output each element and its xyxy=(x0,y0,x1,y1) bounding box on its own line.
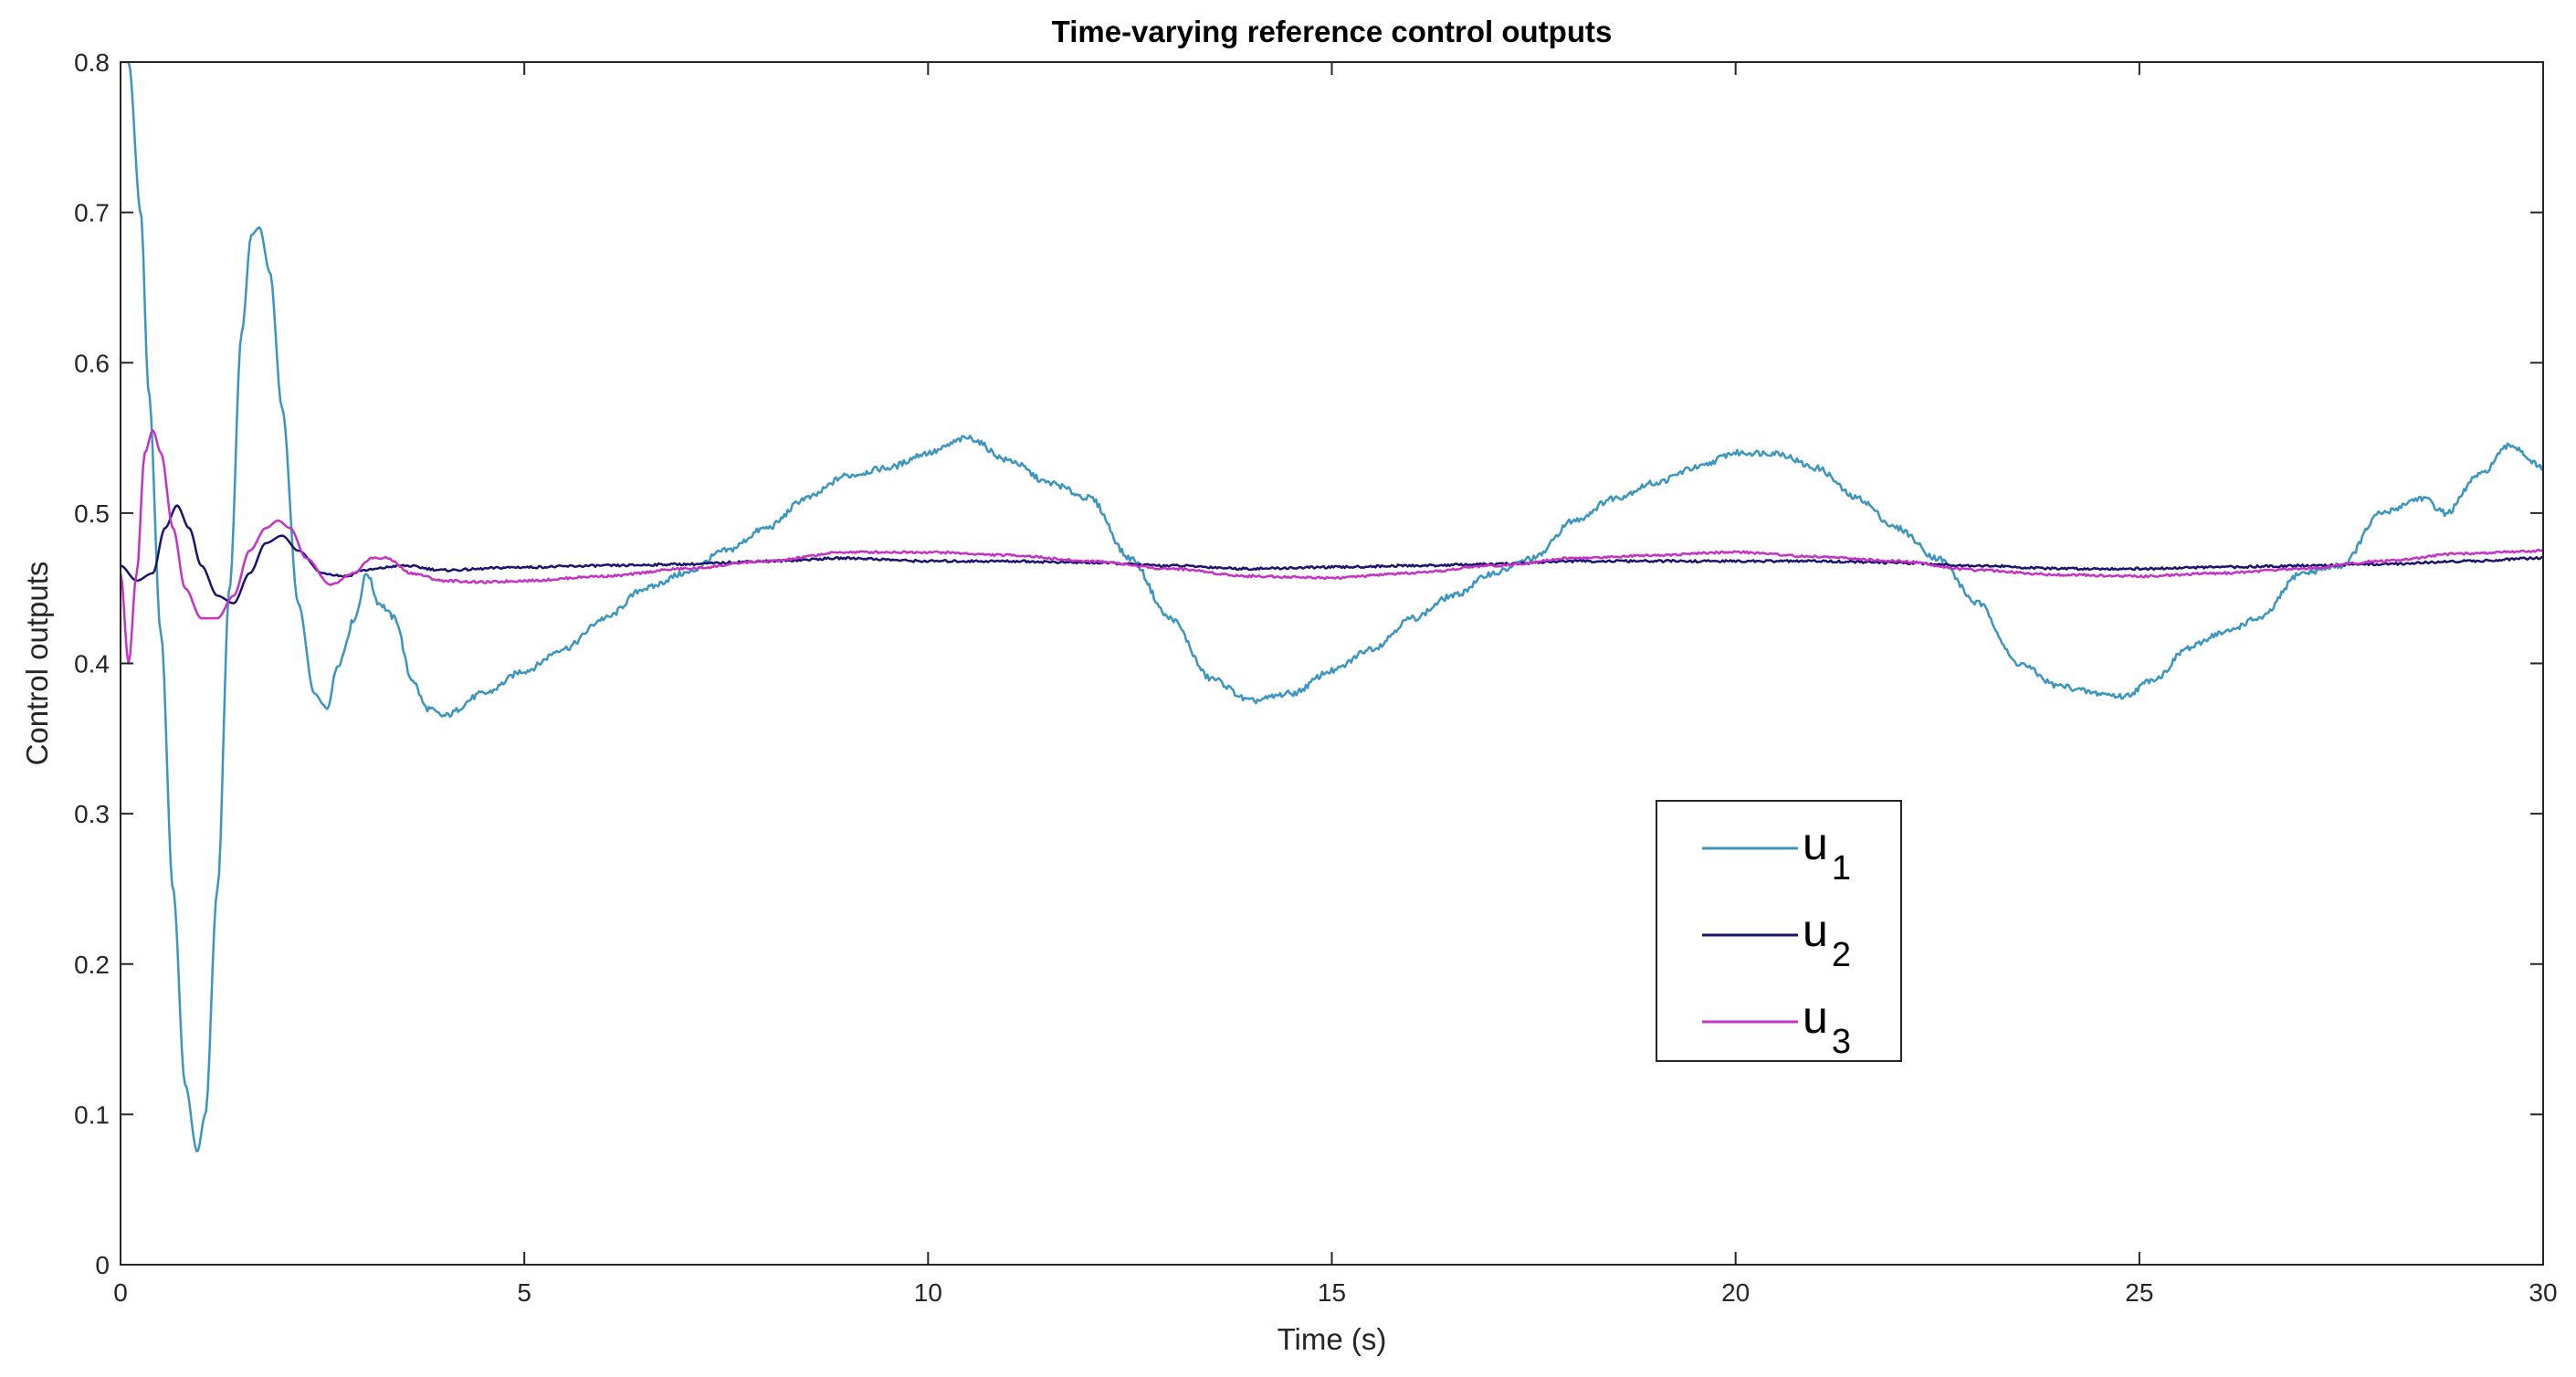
x-tick-label: 0 xyxy=(113,1278,128,1307)
plot-area xyxy=(121,62,2543,1265)
y-tick-label: 0.2 xyxy=(74,951,110,979)
y-tick-label: 0.6 xyxy=(74,349,110,377)
legend-label-subscript: 1 xyxy=(1832,849,1851,888)
ticks-group: 0 5 10 15 20 25 30 0 0.1 0.2 0.3 0.4 0.5 0.6 0.7 0.8 xyxy=(74,48,2558,1307)
y-tick-label: 0 xyxy=(95,1251,110,1279)
y-tick-label: 0.1 xyxy=(74,1100,110,1129)
y-axis-label: Control outputs xyxy=(20,562,54,766)
legend-box xyxy=(1656,800,1902,1062)
legend-label-main: u xyxy=(1803,905,1828,956)
x-tick-label: 30 xyxy=(2529,1278,2557,1307)
series-line-u3 xyxy=(121,429,2543,665)
chart-title: Time-varying reference control outputs xyxy=(1052,15,1613,48)
x-tick-label: 20 xyxy=(1721,1278,1750,1307)
legend-label-subscript: 2 xyxy=(1832,936,1851,974)
y-tick-label: 0.5 xyxy=(74,499,110,528)
y-tick-label: 0.3 xyxy=(74,800,110,828)
series-line-u2 xyxy=(121,504,2543,604)
legend: u 1u 2u 3 xyxy=(1656,800,1902,1062)
legend-label-main: u xyxy=(1803,992,1828,1043)
y-tick-label: 0.4 xyxy=(74,650,110,678)
y-tick-label: 0.7 xyxy=(74,199,110,227)
plot-background xyxy=(121,62,2543,1265)
legend-label-main: u xyxy=(1803,818,1828,869)
y-tick-label: 0.8 xyxy=(74,48,110,77)
x-tick-label: 15 xyxy=(1318,1278,1346,1307)
x-axis-label: Time (s) xyxy=(1277,1322,1387,1356)
x-tick-label: 5 xyxy=(517,1278,531,1307)
legend-label-subscript: 3 xyxy=(1832,1023,1851,1061)
series-group xyxy=(121,62,2543,1152)
x-tick-label: 10 xyxy=(914,1278,942,1307)
x-tick-label: 25 xyxy=(2125,1278,2153,1307)
series-line-u1 xyxy=(121,62,2543,1152)
